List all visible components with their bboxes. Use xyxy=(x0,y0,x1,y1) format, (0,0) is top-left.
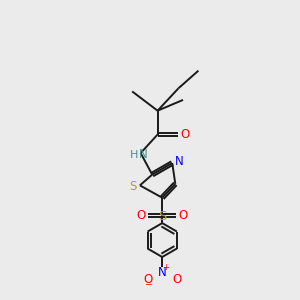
Text: S: S xyxy=(158,210,166,223)
Text: O: O xyxy=(181,128,190,141)
Text: O: O xyxy=(143,273,152,286)
Text: O: O xyxy=(172,273,182,286)
Text: +: + xyxy=(163,263,170,272)
Text: N: N xyxy=(139,148,147,161)
Text: N: N xyxy=(158,266,167,279)
Text: S: S xyxy=(129,180,137,194)
Text: −: − xyxy=(144,279,151,288)
Text: O: O xyxy=(178,209,188,222)
Text: O: O xyxy=(137,209,146,222)
Text: N: N xyxy=(175,155,184,168)
Text: H: H xyxy=(130,150,139,160)
